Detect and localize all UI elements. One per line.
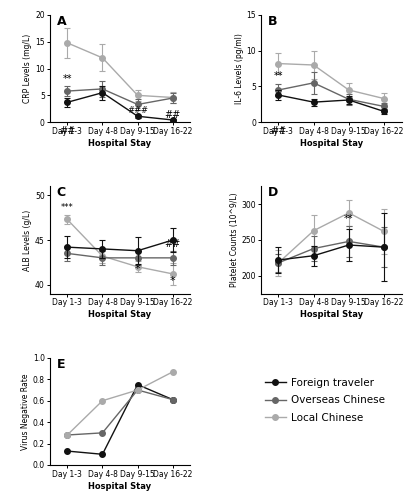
Text: ##: ## [59,126,75,136]
Local Chinese [135,387,140,393]
Local Chinese [100,398,105,404]
X-axis label: Hospital Stay: Hospital Stay [88,310,151,319]
Text: **: ** [62,74,72,84]
Overseas Chinese [170,396,175,402]
Foreign traveler [170,396,175,402]
Local Chinese [64,432,69,438]
X-axis label: Hospital Stay: Hospital Stay [88,482,151,490]
Line: Overseas Chinese: Overseas Chinese [64,387,175,438]
Overseas Chinese [64,432,69,438]
Y-axis label: CRP Levels (mg/L): CRP Levels (mg/L) [24,34,32,103]
Overseas Chinese [135,387,140,393]
Text: C: C [57,186,66,200]
Text: ###: ### [127,106,148,114]
Text: ***: *** [61,204,74,212]
Text: B: B [267,15,277,28]
Text: *: * [170,276,175,286]
Y-axis label: ALB Levels (g/L): ALB Levels (g/L) [23,210,32,270]
X-axis label: Hospital Stay: Hospital Stay [88,139,151,148]
Text: **: ** [273,70,282,81]
Y-axis label: Platelet Counts (10^9/L): Platelet Counts (10^9/L) [229,192,238,288]
X-axis label: Hospital Stay: Hospital Stay [299,139,362,148]
Local Chinese [170,369,175,375]
Text: E: E [57,358,65,371]
Text: *: * [135,264,140,274]
Legend: Foreign traveler, Overseas Chinese, Local Chinese: Foreign traveler, Overseas Chinese, Loca… [260,374,388,427]
Overseas Chinese [100,430,105,436]
Y-axis label: IL-6 Levels (pg/ml): IL-6 Levels (pg/ml) [234,33,243,104]
Text: A: A [57,15,66,28]
X-axis label: Hospital Stay: Hospital Stay [299,310,362,319]
Text: ##: ## [164,110,180,120]
Foreign traveler [64,448,69,454]
Line: Foreign traveler: Foreign traveler [64,382,175,457]
Text: D: D [267,186,278,200]
Foreign traveler [135,382,140,388]
Line: Local Chinese: Local Chinese [64,369,175,438]
Foreign traveler [100,452,105,458]
Text: ##: ## [270,126,286,136]
Text: **: ** [343,214,353,224]
Text: ##: ## [164,239,180,249]
Y-axis label: Virus Negative Rate: Virus Negative Rate [21,373,30,450]
